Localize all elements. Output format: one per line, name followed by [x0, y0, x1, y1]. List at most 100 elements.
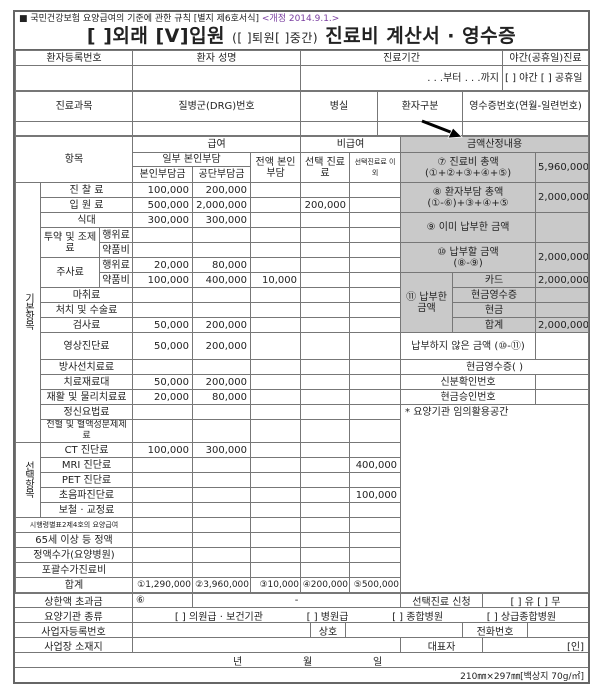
cell[interactable]	[349, 287, 402, 303]
cell[interactable]	[300, 547, 351, 563]
clinic-checkbox[interactable]: [ ] 의원급 · 보건기관	[174, 611, 263, 623]
cell[interactable]	[132, 242, 194, 258]
cell[interactable]	[250, 547, 302, 563]
night-field[interactable]: [ ] 야간 [ ] 공휴일	[502, 65, 589, 91]
period-field[interactable]: . . .부터 . . .까지	[300, 65, 503, 91]
selective-apply-checkboxes[interactable]: [ ] 유 [ ] 무	[482, 594, 588, 607]
cell[interactable]: 100,000	[132, 272, 194, 288]
cell[interactable]	[300, 257, 351, 273]
cell[interactable]	[349, 302, 402, 318]
dept-field[interactable]	[15, 121, 133, 136]
cell[interactable]	[349, 532, 402, 548]
cell[interactable]: 50,000	[132, 374, 194, 390]
cell[interactable]	[132, 287, 194, 303]
cell[interactable]: 200,000	[192, 374, 252, 390]
cell[interactable]	[132, 404, 194, 420]
cell[interactable]	[192, 472, 252, 488]
cell[interactable]	[192, 242, 252, 258]
cell[interactable]	[250, 442, 302, 458]
cell[interactable]	[132, 359, 194, 375]
free-space[interactable]: * 요양기관 임의활용공간	[400, 404, 590, 593]
cell[interactable]	[192, 502, 252, 518]
cell[interactable]: 100,000	[132, 442, 194, 458]
general-hospital-checkbox[interactable]: [ ] 종합병원	[392, 611, 444, 623]
cell[interactable]	[132, 227, 194, 243]
cell[interactable]	[300, 212, 351, 228]
cell[interactable]	[300, 242, 351, 258]
cell[interactable]	[132, 517, 194, 533]
reg-no-field[interactable]	[15, 65, 133, 91]
cell[interactable]	[250, 212, 302, 228]
name-field[interactable]	[132, 65, 301, 91]
cell[interactable]	[349, 317, 402, 333]
cell[interactable]: 100,000	[349, 487, 402, 503]
cell[interactable]	[300, 472, 351, 488]
cell[interactable]	[250, 562, 302, 578]
cell[interactable]	[349, 389, 402, 405]
drg-field[interactable]	[132, 121, 301, 136]
cell[interactable]: 200,000	[192, 182, 252, 198]
biz-no-field[interactable]	[132, 623, 310, 637]
cell[interactable]	[192, 532, 252, 548]
cell[interactable]	[250, 502, 302, 518]
cell[interactable]	[192, 562, 252, 578]
discharge-checkbox[interactable]: ([ ]퇴원[ ]중간)	[232, 31, 319, 45]
cell[interactable]: 300,000	[192, 212, 252, 228]
cell[interactable]	[349, 547, 402, 563]
cell[interactable]: 10,000	[250, 272, 302, 288]
cell[interactable]	[300, 442, 351, 458]
cell[interactable]	[349, 472, 402, 488]
cell[interactable]	[132, 472, 194, 488]
date-field[interactable]: 년 월 일	[15, 653, 588, 668]
receipt-no-field[interactable]	[462, 121, 589, 136]
cell[interactable]	[349, 332, 402, 360]
cell[interactable]: 80,000	[192, 389, 252, 405]
cell[interactable]	[349, 359, 402, 375]
cell[interactable]	[192, 547, 252, 563]
cell[interactable]: 200,000	[192, 332, 252, 360]
room-field[interactable]	[300, 121, 378, 136]
cell[interactable]: 400,000	[349, 457, 402, 473]
cell[interactable]	[192, 302, 252, 318]
id-no-field[interactable]	[535, 374, 590, 390]
cell[interactable]: 200,000	[300, 197, 351, 213]
inpatient-checkbox[interactable]: [V]입원	[155, 25, 226, 47]
cell[interactable]	[250, 227, 302, 243]
cell[interactable]	[349, 502, 402, 518]
cell[interactable]	[250, 197, 302, 213]
cell[interactable]	[300, 404, 351, 420]
cell[interactable]	[132, 457, 194, 473]
cell[interactable]	[349, 272, 402, 288]
cell[interactable]: 50,000	[132, 317, 194, 333]
cell[interactable]	[250, 374, 302, 390]
cell[interactable]	[192, 517, 252, 533]
cell[interactable]	[192, 287, 252, 303]
cell[interactable]	[250, 332, 302, 360]
cell[interactable]	[349, 182, 402, 198]
cell[interactable]: 300,000	[132, 212, 194, 228]
phone-field[interactable]	[527, 623, 588, 637]
cell[interactable]	[250, 242, 302, 258]
cell[interactable]: 50,000	[132, 332, 194, 360]
cell[interactable]	[250, 532, 302, 548]
cell[interactable]: 400,000	[192, 272, 252, 288]
cell[interactable]	[349, 374, 402, 390]
cell[interactable]	[349, 242, 402, 258]
cell[interactable]	[250, 457, 302, 473]
cell[interactable]	[300, 562, 351, 578]
cell[interactable]	[300, 457, 351, 473]
cell[interactable]	[300, 374, 351, 390]
cell[interactable]	[300, 227, 351, 243]
cell[interactable]	[349, 442, 402, 458]
cell[interactable]	[192, 404, 252, 420]
cell[interactable]: 80,000	[192, 257, 252, 273]
cell[interactable]	[132, 562, 194, 578]
unpaid-value[interactable]	[535, 332, 590, 360]
cell[interactable]	[250, 389, 302, 405]
cell[interactable]	[349, 227, 402, 243]
cell[interactable]	[300, 389, 351, 405]
cell[interactable]	[300, 359, 351, 375]
cell[interactable]	[132, 532, 194, 548]
cell[interactable]	[349, 562, 402, 578]
cell[interactable]	[132, 302, 194, 318]
